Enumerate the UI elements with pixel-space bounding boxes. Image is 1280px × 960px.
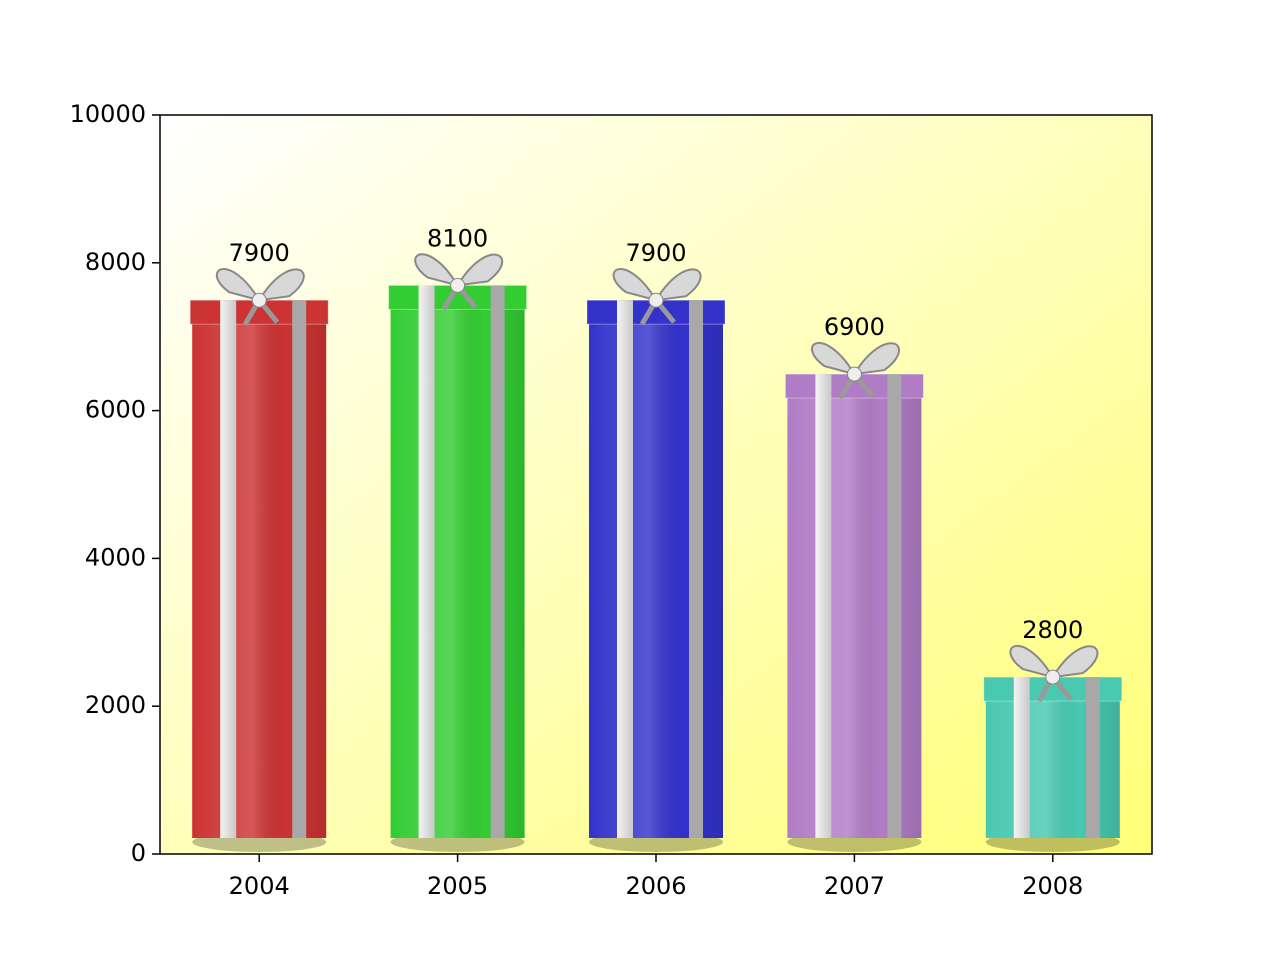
bow-knot <box>1045 669 1061 685</box>
gift <box>983 645 1123 852</box>
gift <box>388 253 528 852</box>
y-tick-label: 8000 <box>85 248 146 276</box>
bow <box>257 268 305 302</box>
x-tick-label: 2008 <box>1022 872 1083 900</box>
ribbon <box>887 374 902 838</box>
ribbon <box>617 300 633 838</box>
y-tick-label: 10000 <box>70 100 146 128</box>
gift <box>189 268 329 852</box>
bow <box>414 253 460 288</box>
data-label: 7900 <box>625 239 686 267</box>
ribbon <box>815 374 832 838</box>
bow-knot <box>648 292 664 308</box>
ribbon <box>689 300 703 838</box>
bow <box>1009 645 1055 679</box>
bow <box>455 253 504 287</box>
gift <box>586 268 726 852</box>
y-tick-label: 4000 <box>85 543 146 571</box>
x-tick-label: 2006 <box>625 872 686 900</box>
data-label: 8100 <box>427 224 488 252</box>
gift <box>784 342 924 852</box>
bow-knot <box>450 277 466 293</box>
bow-knot <box>846 366 862 382</box>
axes-frame <box>159 114 1153 855</box>
bow <box>811 342 857 376</box>
data-label: 6900 <box>824 313 885 341</box>
ribbon <box>1085 677 1100 838</box>
y-tick-label: 0 <box>131 839 146 867</box>
bow <box>612 268 659 302</box>
y-tick-label: 6000 <box>85 396 146 424</box>
bow <box>852 342 900 376</box>
data-label: 7900 <box>229 239 290 267</box>
bow <box>654 268 702 302</box>
ribbon <box>292 300 307 838</box>
bow <box>1050 645 1099 679</box>
bow-knot <box>251 292 267 308</box>
ribbon <box>220 300 237 838</box>
x-tick-label: 2004 <box>229 872 290 900</box>
x-tick-label: 2007 <box>824 872 885 900</box>
ribbon <box>1013 677 1030 838</box>
ribbon <box>418 285 435 838</box>
data-label: 2800 <box>1022 616 1083 644</box>
ribbon <box>490 285 505 838</box>
bow <box>215 268 262 302</box>
y-tick-label: 2000 <box>85 691 146 719</box>
x-tick-label: 2005 <box>427 872 488 900</box>
